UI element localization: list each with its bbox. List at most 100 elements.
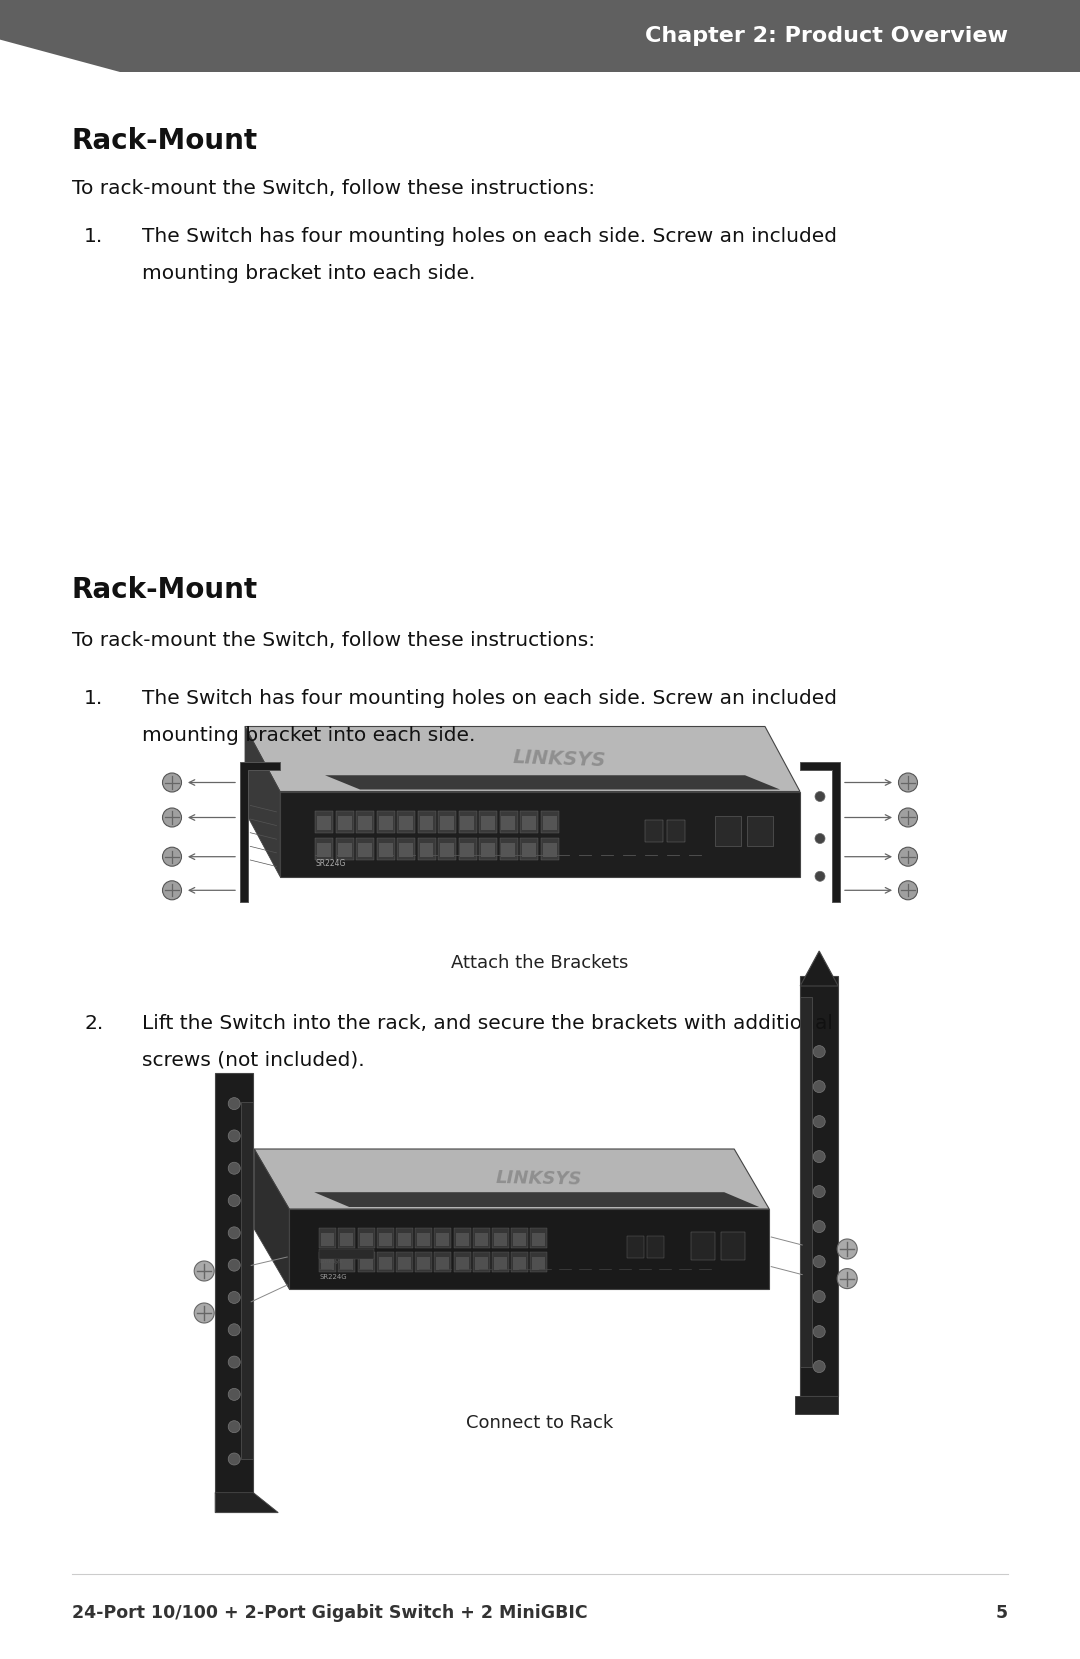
Bar <box>360 1233 373 1246</box>
Bar <box>540 838 558 859</box>
Bar <box>667 820 685 843</box>
Polygon shape <box>0 40 120 71</box>
Bar <box>436 1233 449 1246</box>
Bar <box>532 1233 545 1246</box>
Circle shape <box>162 881 181 899</box>
Bar <box>501 843 515 858</box>
Bar <box>481 843 495 858</box>
Circle shape <box>162 848 181 866</box>
Bar <box>436 1256 449 1269</box>
Text: LINKSYS: LINKSYS <box>496 1170 582 1190</box>
Bar <box>357 816 372 830</box>
Bar <box>289 1209 769 1289</box>
Circle shape <box>228 1259 240 1271</box>
Circle shape <box>813 1045 825 1057</box>
Bar <box>530 1253 548 1272</box>
Circle shape <box>228 1389 240 1400</box>
Bar <box>397 838 415 859</box>
Bar <box>377 838 394 859</box>
Text: To rack-mount the Switch, follow these instructions:: To rack-mount the Switch, follow these i… <box>72 179 595 197</box>
Circle shape <box>899 773 918 791</box>
Bar <box>434 1253 451 1272</box>
Text: Chapter 2: Product Overview: Chapter 2: Product Overview <box>645 27 1008 46</box>
Bar <box>645 820 663 843</box>
Text: The Switch has four mounting holes on each side. Screw an included: The Switch has four mounting holes on ea… <box>141 227 837 246</box>
Bar <box>454 1253 471 1272</box>
Bar <box>747 816 773 846</box>
Circle shape <box>899 881 918 899</box>
Bar <box>419 816 433 830</box>
Circle shape <box>815 791 825 801</box>
Bar <box>800 975 838 1395</box>
Bar <box>542 816 556 830</box>
Text: To rack-mount the Switch, follow these instructions:: To rack-mount the Switch, follow these i… <box>72 630 595 650</box>
Polygon shape <box>240 761 280 901</box>
Bar <box>475 1256 488 1269</box>
Bar <box>399 1233 411 1246</box>
Bar <box>456 1256 469 1269</box>
Bar <box>378 816 392 830</box>
Text: SR224G: SR224G <box>320 1274 347 1281</box>
Bar <box>320 1228 336 1248</box>
Circle shape <box>813 1360 825 1372</box>
Bar <box>419 843 433 858</box>
Bar <box>415 1228 432 1248</box>
Bar <box>454 1228 471 1248</box>
Circle shape <box>837 1239 858 1259</box>
Bar <box>320 1249 374 1259</box>
Circle shape <box>813 1221 825 1233</box>
Text: 2.: 2. <box>84 1014 104 1034</box>
Bar <box>800 997 812 1367</box>
Bar <box>513 1233 526 1246</box>
Circle shape <box>813 1186 825 1198</box>
Text: 1.: 1. <box>84 688 104 708</box>
Bar <box>481 816 495 830</box>
Text: Connect to Rack: Connect to Rack <box>467 1413 613 1432</box>
Bar <box>397 811 415 833</box>
Circle shape <box>228 1355 240 1369</box>
Bar <box>215 1073 253 1493</box>
Bar <box>459 838 476 859</box>
Bar <box>434 1228 451 1248</box>
Bar <box>532 1256 545 1269</box>
Text: 1.: 1. <box>84 227 104 246</box>
Polygon shape <box>325 775 780 790</box>
Bar <box>721 1233 745 1259</box>
Bar <box>379 1233 392 1246</box>
Bar <box>417 1256 430 1269</box>
Bar <box>522 816 536 830</box>
Text: The Switch has four mounting holes on each side. Screw an included: The Switch has four mounting holes on ea… <box>141 688 837 708</box>
Bar <box>357 1228 375 1248</box>
Bar <box>338 816 351 830</box>
Bar <box>318 843 330 858</box>
Text: 24-Port 10/100 + 2-Port Gigabit Switch + 2 MiniGBIC: 24-Port 10/100 + 2-Port Gigabit Switch +… <box>72 1604 588 1623</box>
Bar <box>377 811 394 833</box>
Bar <box>511 1253 528 1272</box>
Bar <box>418 811 435 833</box>
Text: Rack-Mount: Rack-Mount <box>72 576 258 604</box>
Text: Linksys: Linksys <box>320 1259 342 1264</box>
Bar <box>542 843 556 858</box>
Bar <box>338 1228 355 1248</box>
Bar <box>315 838 333 859</box>
Circle shape <box>813 1291 825 1302</box>
Bar <box>480 811 497 833</box>
Bar <box>379 1256 392 1269</box>
Bar <box>513 1256 526 1269</box>
Circle shape <box>899 808 918 826</box>
Bar <box>440 816 454 830</box>
Text: Lift the Switch into the rack, and secure the brackets with additional: Lift the Switch into the rack, and secur… <box>141 1014 833 1034</box>
Bar <box>340 1233 353 1246</box>
Polygon shape <box>245 727 800 791</box>
Circle shape <box>813 1080 825 1093</box>
Bar <box>494 1233 507 1246</box>
Circle shape <box>162 773 181 791</box>
Bar <box>378 843 392 858</box>
Bar <box>336 838 353 859</box>
Bar <box>460 816 474 830</box>
Bar <box>377 1228 394 1248</box>
Bar <box>241 1102 253 1458</box>
Bar <box>280 791 800 876</box>
Bar <box>511 1228 528 1248</box>
Text: Rack-Mount: Rack-Mount <box>72 128 258 154</box>
